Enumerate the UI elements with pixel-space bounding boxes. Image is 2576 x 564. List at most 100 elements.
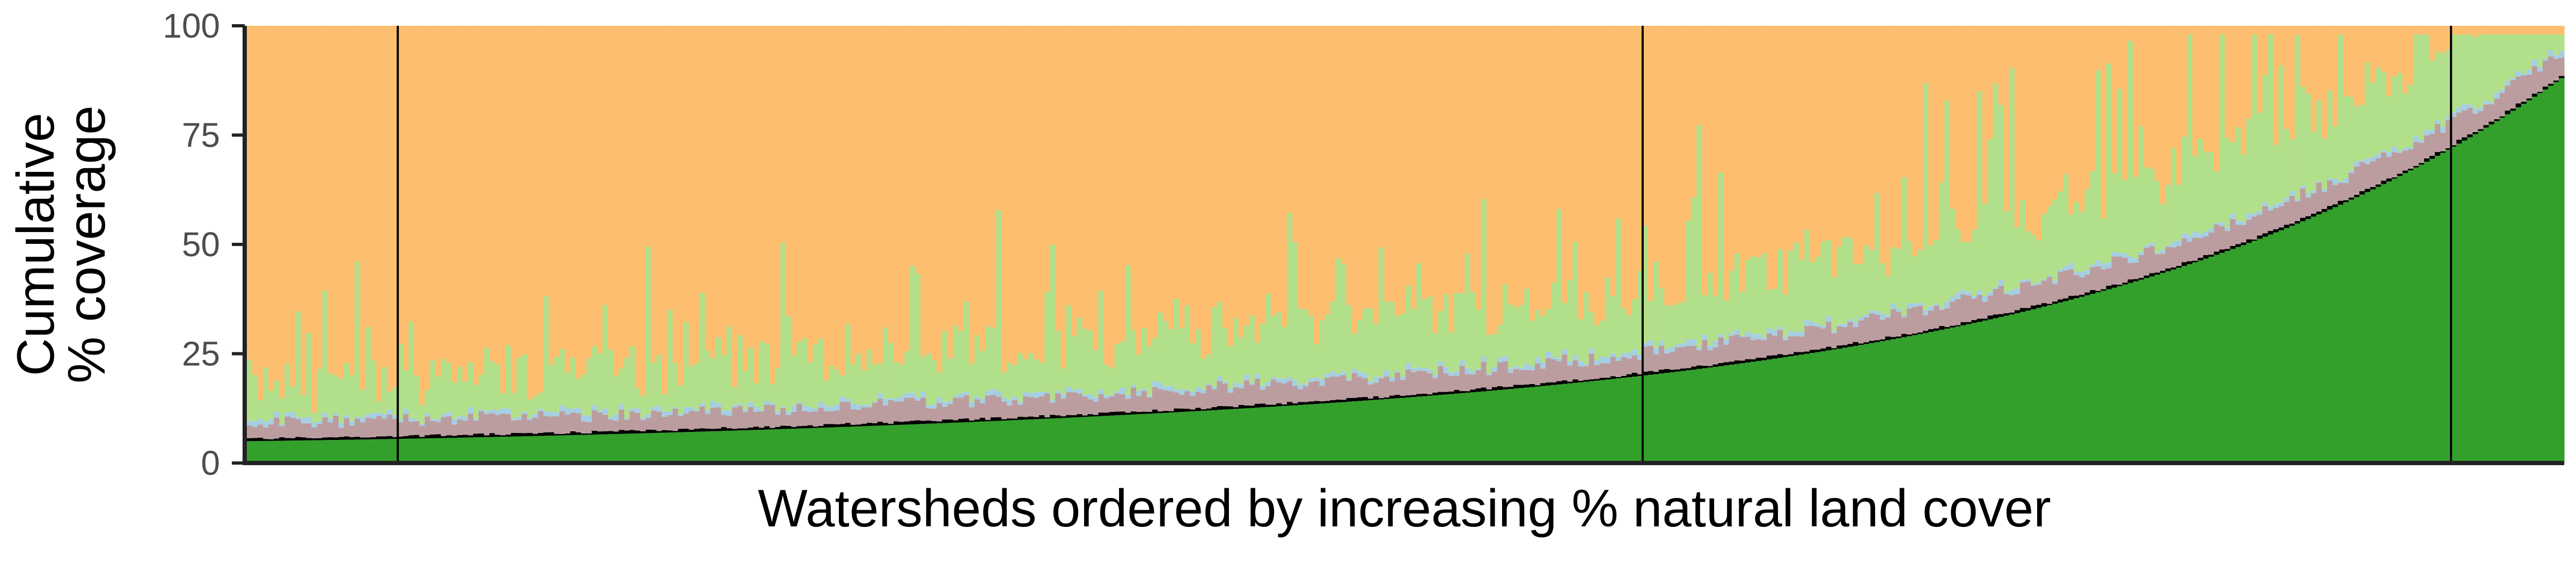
bar-segment-grass bbox=[2230, 142, 2236, 214]
bar-segment-crop bbox=[1227, 26, 1234, 347]
watershed-bar bbox=[392, 26, 398, 463]
bar-segment-other bbox=[2127, 279, 2134, 283]
bar-segment-developed bbox=[1190, 395, 1196, 410]
bar-segment-other bbox=[1885, 336, 1891, 341]
bar-segment-crop bbox=[1394, 26, 1401, 316]
bar-segment-developed bbox=[1820, 328, 1826, 349]
bar-segment-crop bbox=[1626, 26, 1633, 316]
bar-segment-developed bbox=[1718, 337, 1724, 363]
bar-segment-other bbox=[2558, 76, 2565, 78]
bar-segment-other bbox=[813, 426, 819, 428]
bar-segment-grass bbox=[516, 358, 522, 417]
bar-segment-natural bbox=[2472, 134, 2478, 464]
bar-segment-grass bbox=[2375, 67, 2382, 154]
bar-segment-other bbox=[1546, 382, 1552, 386]
watershed-bar bbox=[1287, 26, 1293, 463]
bar-segment-water bbox=[2338, 181, 2344, 183]
bar-segment-water bbox=[926, 406, 932, 409]
bar-segment-developed bbox=[2375, 158, 2382, 185]
bar-segment-other bbox=[2451, 145, 2457, 147]
bar-segment-natural bbox=[543, 436, 549, 463]
watershed-bar bbox=[1810, 26, 1816, 463]
bar-segment-other bbox=[715, 428, 722, 431]
bar-segment-crop bbox=[2003, 26, 2010, 211]
bar-segment-other bbox=[2316, 211, 2322, 214]
bar-segment-water bbox=[1971, 295, 1978, 299]
bar-segment-water bbox=[985, 391, 991, 396]
bar-segment-other bbox=[1411, 395, 1417, 397]
bar-segment-other bbox=[2391, 177, 2398, 179]
bar-segment-other bbox=[1982, 319, 1988, 321]
bar-segment-developed bbox=[1939, 309, 1945, 326]
bar-segment-developed bbox=[263, 427, 269, 439]
bar-segment-natural bbox=[1023, 420, 1029, 463]
bar-segment-crop bbox=[1831, 26, 1837, 278]
watershed-bar bbox=[1853, 26, 1859, 463]
bar-segment-developed bbox=[2391, 152, 2398, 178]
bar-segment-developed bbox=[2531, 66, 2538, 94]
watershed-bar bbox=[2192, 26, 2198, 463]
bar-segment-crop bbox=[2246, 26, 2252, 119]
bar-segment-water bbox=[1637, 355, 1643, 360]
bar-segment-water bbox=[2332, 179, 2338, 185]
bar-segment-crop bbox=[1658, 26, 1665, 288]
bar-segment-water bbox=[1653, 348, 1659, 355]
watershed-bar bbox=[662, 26, 668, 463]
bar-segment-water bbox=[2224, 228, 2230, 231]
bar-segment-crop bbox=[775, 26, 781, 368]
watershed-bar bbox=[850, 26, 857, 463]
bar-segment-natural bbox=[753, 430, 759, 463]
bar-segment-grass bbox=[2413, 34, 2419, 136]
bar-segment-water bbox=[403, 409, 409, 414]
watershed-bar bbox=[494, 26, 501, 463]
bar-segment-natural bbox=[931, 423, 937, 463]
bar-segment-grass bbox=[2526, 34, 2533, 70]
bar-segment-natural bbox=[1163, 413, 1169, 463]
bar-segment-grass bbox=[1103, 364, 1110, 396]
bar-segment-water bbox=[996, 391, 1002, 397]
bar-segment-developed bbox=[1556, 361, 1562, 381]
bar-segment-developed bbox=[807, 411, 813, 425]
bar-segment-water bbox=[635, 408, 641, 413]
watershed-bar bbox=[667, 26, 673, 463]
bar-segment-other bbox=[2106, 285, 2112, 290]
bar-segment-developed bbox=[338, 428, 345, 437]
bar-segment-grass bbox=[861, 371, 867, 405]
bar-segment-crop bbox=[387, 26, 393, 392]
bar-segment-grass bbox=[2548, 34, 2554, 50]
bar-segment-natural bbox=[1491, 390, 1498, 463]
bar-segment-other bbox=[2278, 227, 2285, 230]
bar-segment-other bbox=[839, 424, 846, 427]
bar-segment-water bbox=[936, 397, 942, 403]
bar-segment-grass bbox=[2289, 139, 2295, 191]
bar-segment-crop bbox=[408, 26, 414, 322]
bar-segment-grass bbox=[1394, 315, 1401, 371]
bar-segment-water bbox=[1794, 332, 1799, 336]
bar-segment-water bbox=[543, 411, 549, 416]
bar-segment-other bbox=[764, 426, 770, 430]
bar-segment-grass bbox=[2154, 180, 2161, 252]
bar-segment-crop bbox=[2095, 26, 2101, 70]
bar-segment-developed bbox=[904, 397, 910, 422]
bar-segment-grass bbox=[2267, 34, 2274, 207]
bar-segment-water bbox=[1670, 346, 1675, 352]
bar-segment-crop bbox=[1906, 26, 1913, 241]
bar-segment-water bbox=[430, 419, 436, 421]
bar-segment-water bbox=[414, 420, 420, 421]
bar-segment-natural bbox=[1308, 404, 1314, 463]
bar-segment-developed bbox=[284, 416, 290, 438]
bar-segment-natural bbox=[2182, 266, 2187, 463]
bar-segment-crop bbox=[365, 26, 371, 327]
bar-segment-other bbox=[1535, 385, 1541, 387]
bar-segment-other bbox=[1944, 327, 1950, 329]
watershed-bar bbox=[1524, 26, 1530, 463]
bar-segment-water bbox=[2418, 140, 2425, 143]
watershed-bar bbox=[613, 26, 619, 463]
watershed-bar bbox=[1174, 26, 1180, 463]
bar-segment-developed bbox=[1605, 363, 1611, 378]
bar-segment-crop bbox=[910, 26, 916, 266]
bar-segment-grass bbox=[1012, 365, 1018, 397]
watershed-bar bbox=[866, 26, 873, 463]
bar-segment-crop bbox=[1475, 26, 1482, 309]
bar-segment-other bbox=[1465, 391, 1471, 393]
